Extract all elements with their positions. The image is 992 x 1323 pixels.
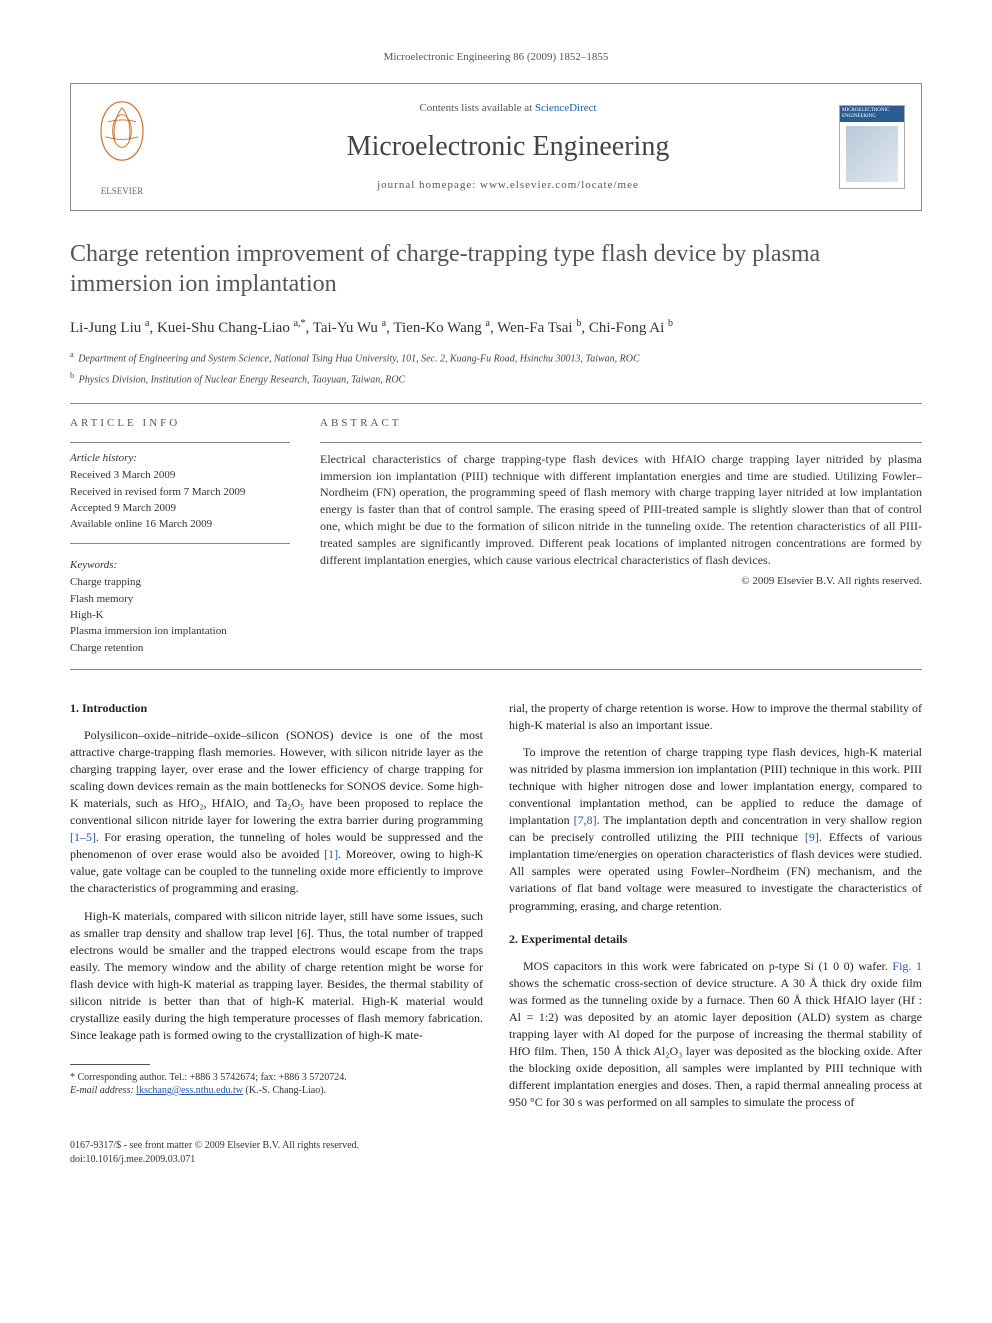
abstract-column: ABSTRACT Electrical characteristics of c… bbox=[320, 416, 922, 657]
body-paragraph: To improve the retention of charge trapp… bbox=[509, 744, 922, 914]
abstract-heading: ABSTRACT bbox=[320, 416, 922, 431]
cover-title: MICROELECTRONIC ENGINEERING bbox=[842, 108, 902, 119]
journal-reference: Microelectronic Engineering 86 (2009) 18… bbox=[70, 50, 922, 65]
section-2-heading: 2. Experimental details bbox=[509, 931, 922, 948]
homepage-url: www.elsevier.com/locate/mee bbox=[480, 179, 639, 191]
keyword: Flash memory bbox=[70, 592, 290, 607]
body-column-right: rial, the property of charge retention i… bbox=[509, 700, 922, 1121]
email-label: E-mail address: bbox=[70, 1085, 134, 1096]
author-list: Li-Jung Liu a, Kuei-Shu Chang-Liao a,*, … bbox=[70, 317, 922, 339]
history-line: Received in revised form 7 March 2009 bbox=[70, 485, 290, 500]
page-footer: 0167-9317/$ - see front matter © 2009 El… bbox=[70, 1139, 922, 1167]
corresponding-author-footnote: * Corresponding author. Tel.: +886 3 574… bbox=[70, 1071, 483, 1097]
footer-doi: doi:10.1016/j.mee.2009.03.071 bbox=[70, 1153, 922, 1167]
body-paragraph: MOS capacitors in this work were fabrica… bbox=[509, 958, 922, 1111]
keyword: Charge trapping bbox=[70, 575, 290, 590]
elsevier-logo: ELSEVIER bbox=[87, 96, 157, 197]
footnote-corr: * Corresponding author. Tel.: +886 3 574… bbox=[70, 1071, 483, 1084]
keyword: Charge retention bbox=[70, 641, 290, 656]
publisher-name: ELSEVIER bbox=[87, 185, 157, 198]
keyword: High-K bbox=[70, 608, 290, 623]
email-suffix: (K.-S. Chang-Liao). bbox=[246, 1085, 327, 1096]
section-divider bbox=[70, 403, 922, 404]
contents-available-line: Contents lists available at ScienceDirec… bbox=[177, 101, 839, 116]
body-paragraph: rial, the property of charge retention i… bbox=[509, 700, 922, 734]
footnote-separator bbox=[70, 1064, 150, 1065]
affiliation: a Department of Engineering and System S… bbox=[70, 349, 922, 366]
homepage-prefix: journal homepage: bbox=[377, 179, 480, 191]
sciencedirect-link[interactable]: ScienceDirect bbox=[535, 102, 597, 114]
article-info-column: ARTICLE INFO Article history: Received 3… bbox=[70, 416, 290, 657]
history-line: Available online 16 March 2009 bbox=[70, 517, 290, 532]
article-history-label: Article history: bbox=[70, 451, 290, 466]
contents-prefix: Contents lists available at bbox=[419, 102, 534, 114]
journal-header-box: ELSEVIER Contents lists available at Sci… bbox=[70, 83, 922, 210]
journal-cover-thumbnail: MICROELECTRONIC ENGINEERING bbox=[839, 105, 905, 189]
header-center: Contents lists available at ScienceDirec… bbox=[177, 101, 839, 193]
keywords-label: Keywords: bbox=[70, 558, 290, 573]
journal-name: Microelectronic Engineering bbox=[177, 127, 839, 166]
corresponding-email-link[interactable]: lkschang@ess.nthu.edu.tw bbox=[136, 1085, 243, 1096]
journal-homepage-line: journal homepage: www.elsevier.com/locat… bbox=[177, 178, 839, 193]
body-column-left: 1. Introduction Polysilicon–oxide–nitrid… bbox=[70, 700, 483, 1121]
abstract-text: Electrical characteristics of charge tra… bbox=[320, 451, 922, 569]
footer-copyright: 0167-9317/$ - see front matter © 2009 El… bbox=[70, 1139, 922, 1153]
article-title: Charge retention improvement of charge-t… bbox=[70, 239, 922, 299]
history-line: Accepted 9 March 2009 bbox=[70, 501, 290, 516]
abstract-copyright: © 2009 Elsevier B.V. All rights reserved… bbox=[320, 574, 922, 589]
history-line: Received 3 March 2009 bbox=[70, 468, 290, 483]
article-info-heading: ARTICLE INFO bbox=[70, 416, 290, 431]
body-paragraph: Polysilicon–oxide–nitride–oxide–silicon … bbox=[70, 727, 483, 897]
affiliation: b Physics Division, Institution of Nucle… bbox=[70, 370, 922, 387]
section-divider bbox=[70, 669, 922, 670]
keyword: Plasma immersion ion implantation bbox=[70, 624, 290, 639]
body-paragraph: High-K materials, compared with silicon … bbox=[70, 908, 483, 1044]
section-1-heading: 1. Introduction bbox=[70, 700, 483, 717]
